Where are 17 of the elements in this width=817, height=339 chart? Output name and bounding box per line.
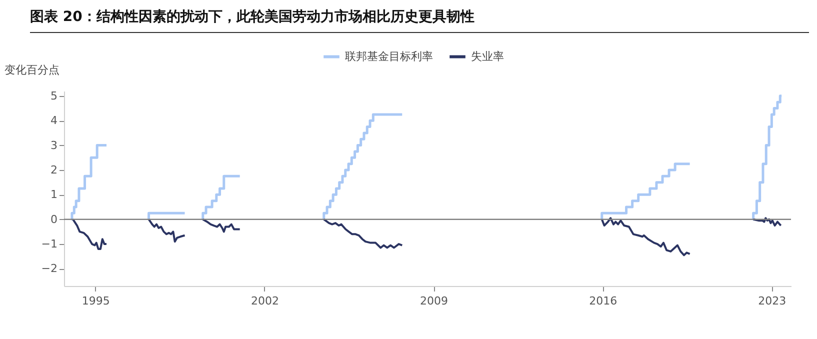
- y-tick-label: 3: [50, 138, 58, 152]
- x-tick-label: 2002: [250, 294, 279, 308]
- y-tick-label: 4: [50, 114, 58, 128]
- y-tick-label: 5: [50, 89, 58, 102]
- y-tick-label: 1: [50, 188, 58, 202]
- y-tick-label: 2: [50, 163, 58, 176]
- y-tick-label: 0: [50, 212, 58, 226]
- y-axis-title: 变化百分点: [4, 64, 60, 76]
- x-tick-label: 2016: [589, 294, 618, 308]
- y-tick-label: −1: [41, 238, 58, 251]
- x-tick-label: 1995: [82, 294, 110, 308]
- y-tick-label: −2: [41, 262, 58, 276]
- x-tick-label: 2023: [758, 294, 786, 308]
- legend-label: 失业率: [471, 50, 504, 63]
- legend-label: 联邦基金目标利率: [345, 50, 433, 63]
- x-tick-label: 2009: [420, 294, 448, 308]
- chart-title: 图表 20：结构性因素的扰动下，此轮美国劳动力市场相比历史更具韧性: [30, 0, 809, 33]
